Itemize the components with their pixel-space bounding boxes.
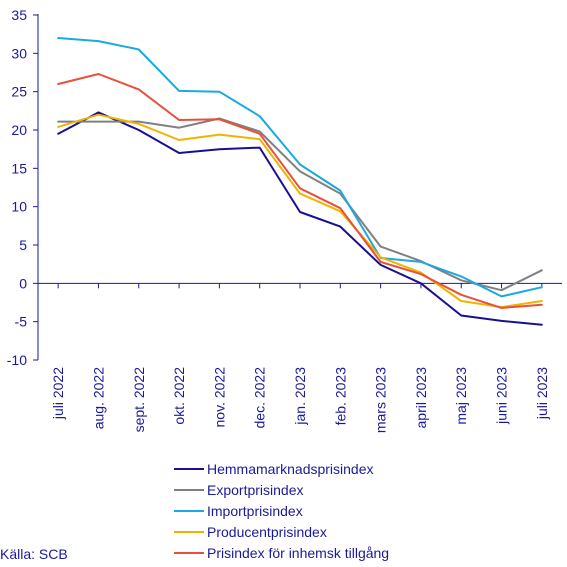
series-line bbox=[57, 113, 543, 309]
line-chart: 35 30 25 20 15 10 5 0 -5 -10 juli 2022 aug. 2022 se… bbox=[7, 7, 562, 433]
y-tick-label: 30 bbox=[11, 45, 27, 61]
x-tick-label: april 2023 bbox=[413, 367, 429, 429]
y-tick-label: 25 bbox=[11, 84, 27, 100]
legend-item: Producentprisindex bbox=[174, 521, 389, 542]
legend-swatch bbox=[174, 551, 204, 554]
x-tick-label: okt. 2022 bbox=[171, 367, 187, 425]
chart-legend: Hemmamarknadsprisindex Exportprisindex Imp… bbox=[174, 458, 389, 563]
series-line bbox=[57, 111, 543, 326]
legend-swatch bbox=[174, 467, 204, 470]
y-axis-ticks: 35 30 25 20 15 10 5 0 -5 -10 bbox=[7, 7, 27, 368]
legend-label: Prisindex för inhemsk tillgång bbox=[207, 544, 390, 561]
legend-item: Importprisindex bbox=[174, 500, 389, 521]
y-tick-label: -5 bbox=[15, 314, 28, 330]
y-tick-label: 35 bbox=[11, 7, 27, 23]
legend-label: Producentprisindex bbox=[207, 523, 327, 540]
series-line bbox=[57, 73, 543, 309]
y-tick-label: 10 bbox=[11, 199, 27, 215]
x-tick-label: maj 2023 bbox=[453, 367, 469, 425]
series-line bbox=[57, 37, 543, 298]
x-tick-label: dec. 2022 bbox=[252, 367, 268, 429]
legend-swatch bbox=[174, 488, 204, 491]
legend-label: Importprisindex bbox=[207, 502, 303, 519]
y-tick-label: 5 bbox=[19, 237, 27, 253]
series-lines bbox=[57, 37, 543, 326]
legend-label: Exportprisindex bbox=[207, 481, 304, 498]
legend-swatch bbox=[174, 509, 204, 512]
y-tick-label: 0 bbox=[19, 275, 27, 291]
legend-item: Prisindex för inhemsk tillgång bbox=[174, 542, 389, 563]
legend-item: Exportprisindex bbox=[174, 479, 389, 500]
y-tick-label: 20 bbox=[11, 122, 27, 138]
source-note: Källa: SCB bbox=[0, 546, 68, 562]
series-line bbox=[57, 117, 543, 292]
x-tick-label: feb. 2023 bbox=[332, 367, 348, 426]
legend-item: Hemmamarknadsprisindex bbox=[174, 458, 389, 479]
x-tick-label: nov. 2022 bbox=[211, 367, 227, 428]
legend-label: Hemmamarknadsprisindex bbox=[207, 460, 374, 477]
x-tick-label: juni 2023 bbox=[494, 367, 510, 425]
x-tick-label: mars 2023 bbox=[373, 367, 389, 433]
x-tick-label: jan. 2023 bbox=[292, 367, 308, 426]
x-tick-label: juli 2023 bbox=[534, 367, 550, 420]
legend-swatch bbox=[174, 530, 204, 533]
x-tick-label: sept. 2022 bbox=[131, 367, 147, 433]
x-tick-label: aug. 2022 bbox=[90, 367, 106, 429]
x-tick-label: juli 2022 bbox=[50, 367, 66, 420]
y-tick-label: 15 bbox=[11, 160, 27, 176]
axes bbox=[33, 14, 562, 361]
y-tick-label: -10 bbox=[7, 352, 27, 368]
x-axis-ticks: juli 2022 aug. 2022 sept. 2022 okt. 2022 nov… bbox=[50, 367, 550, 433]
